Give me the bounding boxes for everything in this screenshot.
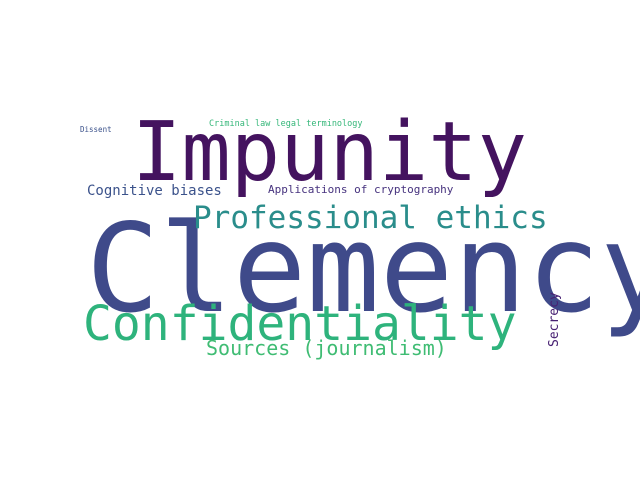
word-confidentiality: Confidentiality	[83, 296, 517, 352]
word-cognitive-biases: Cognitive biases	[87, 183, 222, 199]
word-sources-journalism: Sources (journalism)	[206, 336, 447, 360]
word-criminal-law-legal-terminology: Criminal law legal terminology	[209, 119, 363, 129]
word-impunity: Impunity	[132, 105, 527, 200]
word-clemency: Clemency	[86, 198, 640, 340]
word-professional-ethics: Professional ethics	[193, 200, 548, 236]
word-secrecy: Secrecy	[547, 292, 562, 347]
word-applications-of-cryptography: Applications of cryptography	[268, 183, 454, 196]
word-dissent: Dissent	[80, 125, 112, 134]
